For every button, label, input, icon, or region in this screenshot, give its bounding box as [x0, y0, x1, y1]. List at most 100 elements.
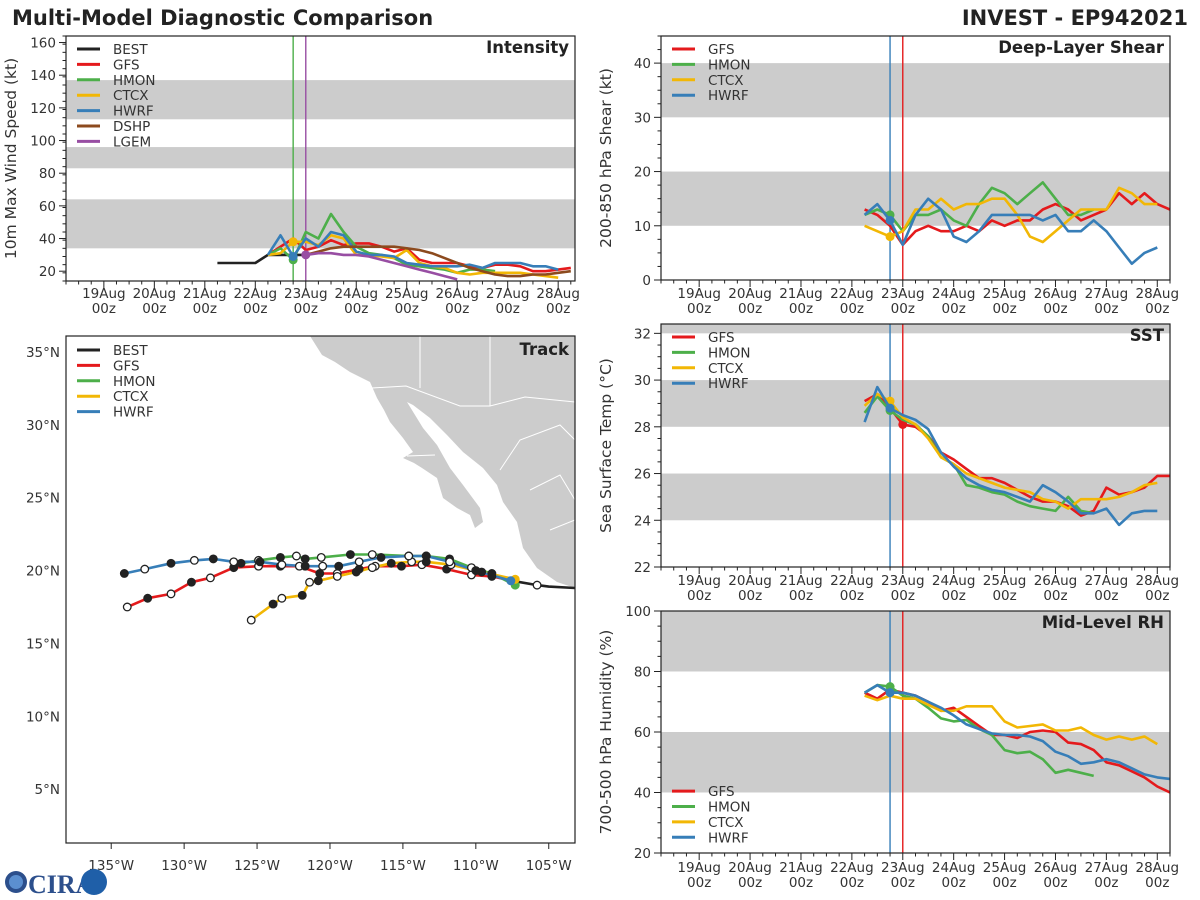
track-position-marker	[166, 589, 176, 599]
init-marker-hwrf	[885, 403, 895, 413]
x-tick-label-hour: 00z	[294, 301, 318, 317]
x-tick-label: 25Aug	[385, 286, 429, 302]
threshold-band	[66, 80, 575, 120]
y-tick-label: 30	[634, 373, 651, 389]
track-position-marker	[189, 555, 199, 565]
panel-title: Deep-Layer Shear	[998, 38, 1165, 57]
lat-tick-label: 20°N	[26, 564, 60, 580]
lat-tick-label: 5°N	[35, 782, 60, 798]
x-tick-label-hour: 00z	[445, 301, 469, 317]
x-tick-label: 23Aug	[284, 286, 328, 302]
x-tick-label: 25Aug	[983, 860, 1027, 876]
x-tick-label-hour: 00z	[840, 588, 864, 604]
x-tick-label-hour: 00z	[738, 301, 762, 317]
x-tick-label-hour: 00z	[992, 301, 1016, 317]
track-position-marker	[367, 563, 377, 573]
track-position-marker	[122, 602, 132, 612]
plot-area	[66, 36, 575, 281]
track-position-marker	[305, 577, 315, 587]
legend-label: CTCX	[708, 73, 744, 89]
x-tick-label: 19Aug	[82, 286, 126, 302]
plot-area	[661, 36, 1170, 280]
y-tick-label: 40	[39, 232, 56, 248]
x-tick-label-hour: 00z	[142, 301, 166, 317]
x-tick-label: 21Aug	[779, 860, 823, 876]
y-tick-label: 28	[634, 420, 651, 436]
lat-tick-label: 30°N	[26, 418, 60, 434]
legend-label: HMON	[708, 800, 751, 816]
panel-track: 135°W 130°W 125°W 120°W 115°W 110°W 105°W 5°N 10…	[26, 335, 576, 874]
series-line-ctcx	[864, 186, 1158, 244]
track-start-marker-hwrf	[506, 576, 516, 586]
track-position-marker	[313, 576, 323, 586]
x-tick-label: 27Aug	[486, 286, 530, 302]
init-marker-ctcx	[885, 232, 895, 242]
x-tick-label: 25Aug	[983, 286, 1027, 302]
x-tick-label: 22Aug	[830, 860, 874, 876]
panel-title: Intensity	[486, 38, 569, 57]
track-position-marker	[277, 593, 287, 603]
track-position-marker	[277, 560, 287, 570]
x-tick-label-hour: 00z	[942, 301, 966, 317]
track-line-best	[512, 579, 575, 590]
threshold-band	[66, 147, 575, 169]
y-axis-label: 700-500 hPa Humidity (%)	[597, 630, 615, 835]
track-position-marker	[291, 551, 301, 561]
y-axis-label: 10m Max Wind Speed (kt)	[2, 58, 20, 259]
legend-label: CTCX	[708, 361, 744, 377]
series-line-ctcx	[864, 694, 1158, 746]
legend-label: HWRF	[113, 405, 154, 421]
y-axis-label: 200-850 hPa Shear (kt)	[597, 68, 615, 248]
series-line-hwrf	[863, 683, 1170, 781]
y-tick-label: 60	[39, 199, 56, 215]
x-tick-label-hour: 00z	[344, 301, 368, 317]
x-tick-label: 19Aug	[677, 860, 721, 876]
track-position-marker	[404, 551, 414, 561]
legend-label: CTCX	[113, 88, 149, 104]
x-tick-label: 24Aug	[334, 286, 378, 302]
x-tick-label: 23Aug	[881, 286, 925, 302]
x-tick-label-hour: 00z	[92, 301, 116, 317]
x-tick-label-hour: 00z	[1043, 588, 1067, 604]
track-position-marker	[376, 552, 386, 562]
x-tick-label: 22Aug	[830, 286, 874, 302]
lon-tick-label: 135°W	[88, 858, 134, 874]
legend-label: CTCX	[708, 815, 744, 831]
series-line-hwrf	[863, 197, 1158, 266]
x-tick-label-hour: 00z	[243, 301, 267, 317]
legend-label: BEST	[113, 42, 148, 58]
x-tick-label: 20Aug	[728, 286, 772, 302]
x-tick-label: 28Aug	[1136, 860, 1180, 876]
legend-label: HMON	[708, 57, 751, 73]
y-tick-label: 10	[634, 219, 651, 235]
y-tick-label: 26	[634, 467, 651, 483]
track-position-marker	[229, 557, 239, 567]
y-tick-label: 24	[634, 513, 651, 529]
lon-tick-label: 125°W	[234, 858, 280, 874]
track-position-marker	[445, 557, 455, 567]
legend-label: LGEM	[113, 134, 151, 150]
track-position-marker	[386, 558, 396, 568]
y-axis-label: Sea Surface Temp (°C)	[597, 358, 615, 533]
lat-tick-label: 35°N	[26, 345, 60, 361]
legend-label: CTCX	[113, 389, 149, 405]
legend-label: GFS	[113, 57, 140, 73]
plot-area	[661, 324, 1170, 567]
x-tick-label-hour: 00z	[1094, 875, 1118, 891]
y-tick-label: 22	[634, 560, 651, 576]
legend-label: BEST	[113, 343, 148, 359]
lon-tick-label: 120°W	[307, 858, 353, 874]
track-position-marker	[334, 561, 344, 571]
track-position-marker	[367, 550, 377, 559]
y-tick-label: 0	[642, 273, 651, 289]
init-marker-ctcx	[288, 237, 298, 247]
track-position-marker	[316, 552, 326, 562]
threshold-band	[661, 63, 1170, 118]
y-tick-label: 40	[634, 786, 651, 802]
track-position-marker	[268, 599, 278, 609]
init-marker-lgem	[301, 250, 311, 260]
series-line-gfs	[864, 191, 1170, 247]
x-tick-label: 24Aug	[932, 573, 976, 589]
series-line-dshp	[305, 245, 571, 278]
x-tick-label: 19Aug	[677, 286, 721, 302]
